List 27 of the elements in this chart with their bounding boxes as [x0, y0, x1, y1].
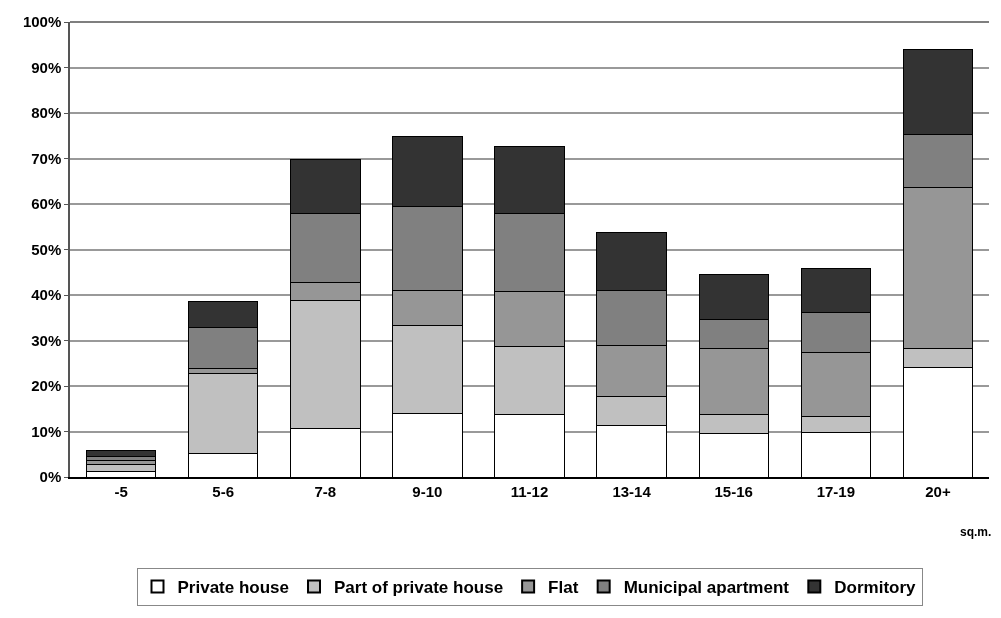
- x-tick-label: -5: [114, 483, 128, 500]
- y-tick-label: 0%: [39, 468, 62, 486]
- y-tick-label: 90%: [31, 58, 62, 76]
- x-tick-label: 11-12: [510, 483, 549, 500]
- y-tick-label: 50%: [31, 240, 62, 258]
- y-tick-label: 20%: [31, 377, 62, 395]
- text: sq.m.: [960, 525, 992, 539]
- x-tick-label: 13-14: [612, 483, 652, 500]
- legend-label: Part of private house: [334, 578, 504, 598]
- y-tick-label: 80%: [31, 104, 62, 122]
- y-tick-label: 100%: [22, 13, 62, 31]
- legend-label: Municipal apartment: [623, 578, 790, 598]
- x-tick-label: 20+: [925, 483, 951, 500]
- x-tick-label: 5-6: [212, 483, 235, 500]
- y-tick-label: 70%: [31, 149, 62, 167]
- x-tick-label: 15-16: [714, 483, 753, 500]
- legend-label: Dormitory: [834, 578, 917, 598]
- x-tick-label: 17-19: [816, 483, 856, 500]
- legend-label: Private house: [177, 578, 289, 598]
- x-tick-label: 9-10: [412, 483, 443, 500]
- y-tick-label: 60%: [31, 195, 62, 213]
- y-tick-label: 30%: [31, 331, 62, 349]
- bar: [85, 450, 157, 457]
- x-tick-label: 7-8: [314, 483, 337, 500]
- y-tick-label: 10%: [31, 422, 62, 440]
- y-tick-label: 40%: [31, 286, 62, 304]
- legend-label: Flat: [548, 578, 579, 598]
